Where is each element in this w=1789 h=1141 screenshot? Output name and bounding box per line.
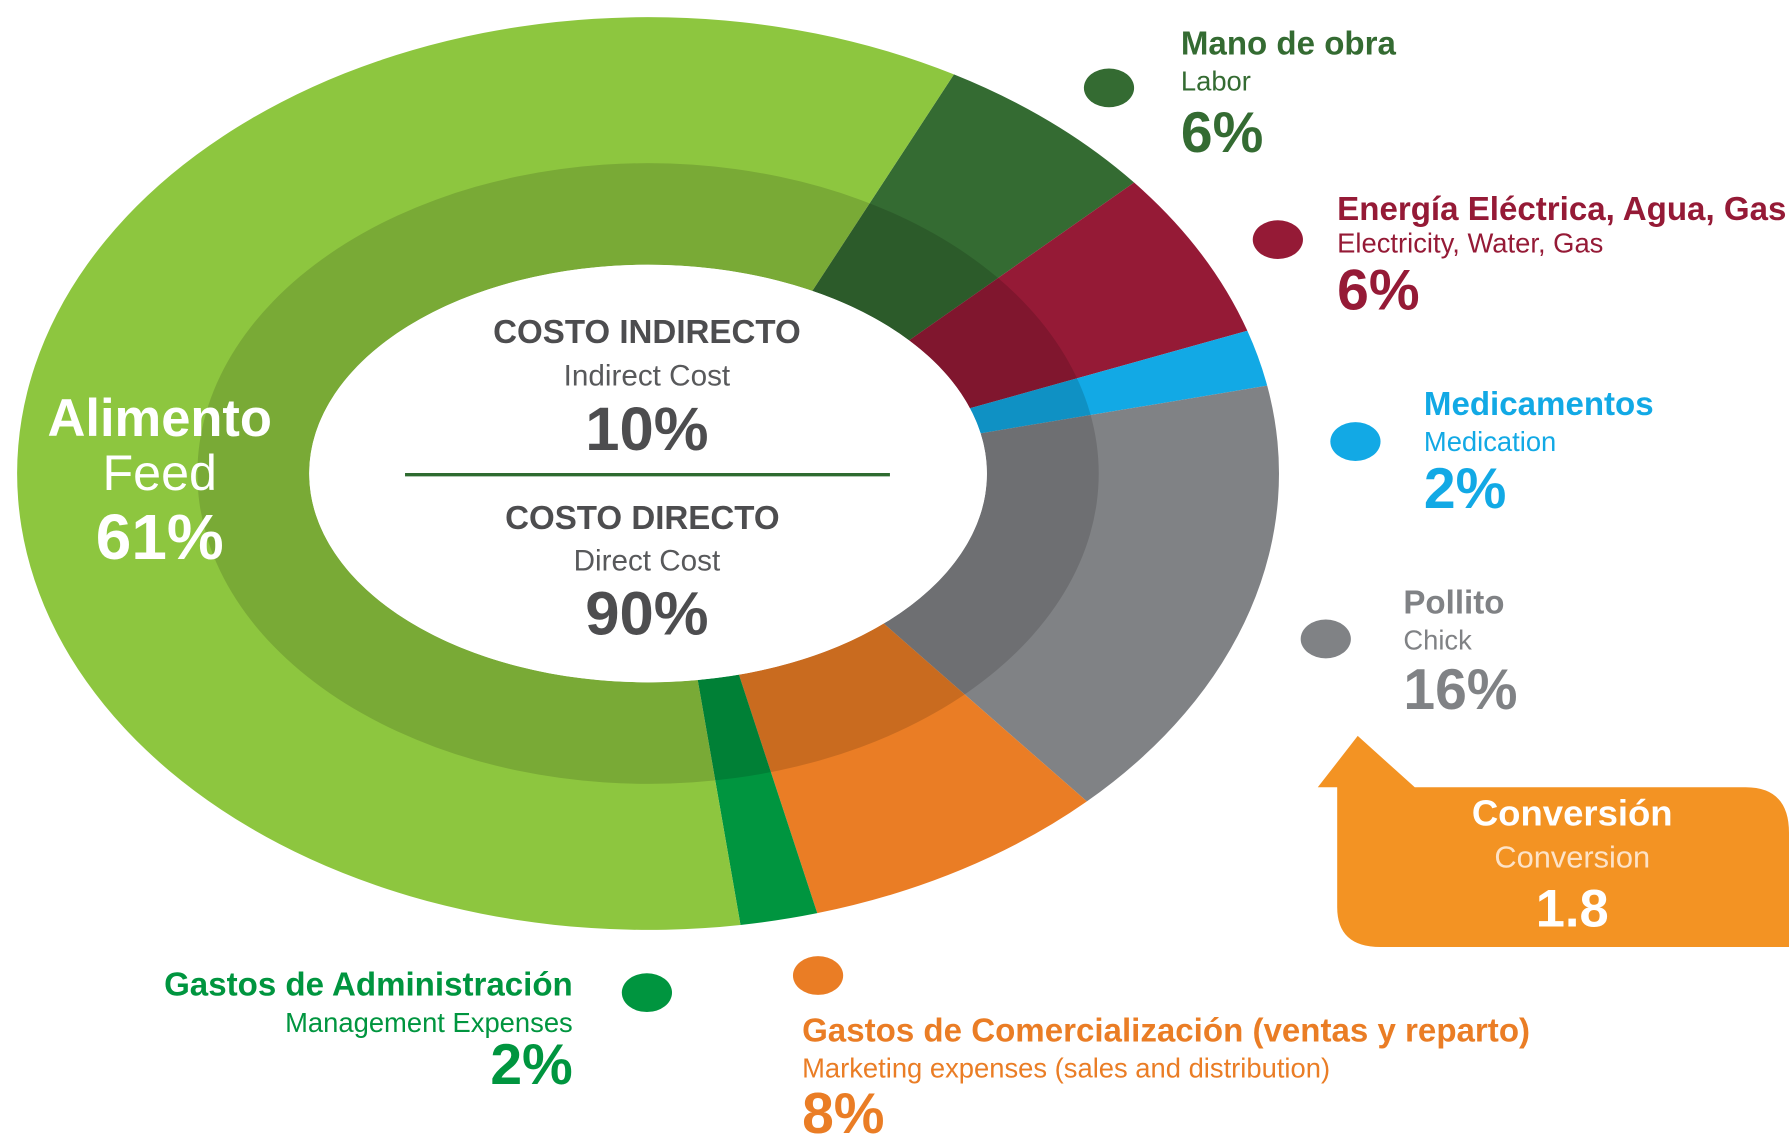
value-label: 8% — [802, 1082, 884, 1141]
center-value: 10% — [585, 395, 708, 464]
category-label: Mano de obra — [1181, 25, 1397, 62]
callout-box — [1317, 735, 1789, 948]
category-label: Energía Eléctrica, Agua, Gas — [1337, 191, 1786, 228]
donut-segment — [909, 182, 1248, 409]
value-label: 2% — [1424, 457, 1506, 521]
subcategory-label: Medication — [1424, 426, 1556, 457]
donut — [17, 17, 1279, 930]
callout-subtitle: Conversion — [1494, 839, 1650, 874]
subcategory-label: Management Expenses — [285, 1007, 573, 1038]
value-label: 6% — [1337, 258, 1419, 322]
legend-dot — [792, 956, 844, 995]
center-title: COSTO DIRECTO — [505, 500, 779, 537]
category-label: Medicamentos — [1424, 386, 1654, 423]
category-label: Gastos de Comercialización (ventas y rep… — [802, 1012, 1530, 1049]
legend-dot — [1300, 619, 1351, 659]
donut-segment — [969, 330, 1268, 434]
donut-segment — [697, 674, 818, 925]
category-label: Pollito — [1403, 584, 1504, 621]
legend-dot — [1252, 220, 1303, 260]
subcategory-label: Electricity, Water, Gas — [1337, 228, 1603, 259]
center-title: COSTO INDIRECTO — [493, 314, 801, 351]
legend-dot — [1083, 68, 1135, 108]
subcategory-label: Labor — [1181, 66, 1251, 97]
donut-segment — [17, 17, 954, 930]
donut-segment — [883, 385, 1279, 802]
value-label: 16% — [1403, 658, 1517, 722]
donut-segment — [738, 623, 1087, 914]
legend-dot — [621, 973, 673, 1013]
labels: Mano de obra Labor 6% Energía Eléctrica, Ag… — [48, 25, 1787, 1141]
center-value: 90% — [585, 580, 708, 649]
donut-segment — [812, 74, 1135, 341]
value-label: 61% — [96, 501, 224, 573]
subcategory-label: Marketing expenses (sales and distributi… — [802, 1052, 1330, 1083]
center-subtitle: Direct Cost — [574, 544, 721, 577]
category-label: Gastos de Administración — [164, 967, 573, 1004]
value-label: 2% — [490, 1033, 572, 1097]
center-subtitle: Indirect Cost — [564, 360, 731, 393]
callout-title: Conversión — [1472, 792, 1673, 833]
category-label: Alimento — [48, 389, 272, 448]
value-label: 6% — [1181, 101, 1263, 165]
subcategory-label: Chick — [1403, 625, 1472, 656]
subcategory-label: Feed — [103, 445, 217, 501]
callout-value: 1.8 — [1536, 880, 1609, 939]
legend-dot — [1330, 422, 1381, 461]
